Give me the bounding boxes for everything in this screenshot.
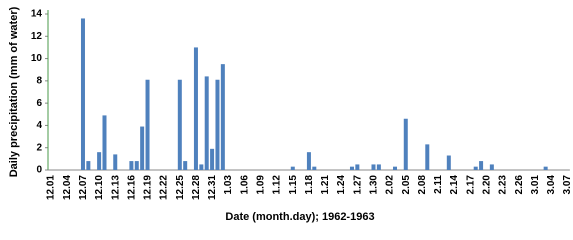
- x-tick-label: 2.02: [385, 175, 396, 195]
- bar: [97, 152, 102, 170]
- y-tick-label: 12: [31, 31, 43, 42]
- bar: [312, 166, 317, 170]
- x-tick-label: 12.04: [62, 175, 73, 200]
- bar: [210, 148, 215, 170]
- bar: [113, 154, 118, 170]
- bar: [129, 161, 134, 170]
- bar: [145, 79, 150, 170]
- x-tick-label: 12.28: [191, 175, 202, 200]
- x-tick-label: 3.07: [562, 175, 573, 195]
- y-tick-label: 2: [36, 142, 42, 153]
- y-tick-label: 10: [31, 53, 43, 64]
- bar: [140, 126, 145, 170]
- x-tick-label: 1.27: [352, 175, 363, 195]
- x-tick-label: 1.30: [368, 175, 379, 195]
- y-tick-label: 14: [31, 9, 43, 20]
- x-tick-label: 1.06: [239, 175, 250, 195]
- bar: [543, 166, 548, 170]
- x-tick-label: 2.05: [401, 175, 412, 195]
- x-tick-label: 1.24: [336, 175, 347, 195]
- x-tick-label: 12.19: [143, 175, 154, 200]
- bar: [371, 164, 376, 170]
- x-axis-label: Date (month.day); 1962-1963: [225, 211, 374, 223]
- x-tick-label: 12.25: [175, 175, 186, 200]
- x-tick-label: 2.17: [465, 175, 476, 195]
- x-tick-label: 1.15: [288, 175, 299, 195]
- bar: [290, 166, 295, 170]
- bar: [403, 118, 408, 170]
- bar: [489, 164, 494, 170]
- y-tick-label: 4: [36, 120, 42, 131]
- x-tick-label: 12.10: [94, 175, 105, 200]
- bar: [102, 115, 107, 170]
- bar: [355, 164, 360, 170]
- bar: [193, 47, 198, 170]
- x-tick-label: 1.21: [320, 175, 331, 195]
- bar: [80, 18, 85, 171]
- bar: [86, 161, 91, 170]
- bar: [220, 64, 225, 170]
- chart: Date (month.day); 1962-1963 Daily precip…: [8, 6, 573, 223]
- x-tick-label: 12.31: [207, 175, 218, 200]
- x-tick-label: 2.23: [498, 175, 509, 195]
- x-tick-label: 1.03: [223, 175, 234, 195]
- x-tick-label: 3.01: [530, 175, 541, 195]
- bar: [183, 161, 188, 170]
- y-tick-label: 0: [36, 165, 42, 176]
- y-tick-label: 8: [36, 75, 42, 86]
- x-tick-label: 12.01: [46, 175, 57, 200]
- bar: [306, 152, 311, 170]
- y-tick-label: 6: [36, 98, 42, 109]
- x-tick-label: 1.12: [272, 175, 283, 195]
- x-tick-label: 12.16: [126, 175, 137, 200]
- x-tick-label: 2.11: [433, 175, 444, 194]
- bar: [204, 76, 209, 170]
- bar: [134, 161, 139, 170]
- x-tick-label: 2.14: [449, 175, 460, 195]
- x-tick-label: 1.18: [304, 175, 315, 195]
- bar: [446, 155, 451, 170]
- x-tick-label: 2.08: [417, 175, 428, 195]
- y-axis-label: Daily precipitation (mm of water): [8, 6, 20, 177]
- bar: [479, 161, 484, 170]
- x-tick-label: 3.04: [546, 175, 557, 195]
- bar: [199, 164, 204, 170]
- x-tick-label: 2.26: [514, 175, 525, 195]
- x-tick-label: 12.07: [78, 175, 89, 200]
- bar: [349, 166, 354, 170]
- x-tick-label: 12.13: [110, 175, 121, 200]
- bar: [473, 166, 478, 170]
- bar: [425, 144, 430, 170]
- bar: [215, 79, 220, 170]
- bar: [376, 164, 381, 170]
- x-tick-label: 2.20: [481, 175, 492, 195]
- x-tick-label: 12.22: [159, 175, 170, 200]
- bar: [393, 166, 398, 170]
- x-tick-label: 1.09: [256, 175, 267, 195]
- bar: [177, 79, 182, 170]
